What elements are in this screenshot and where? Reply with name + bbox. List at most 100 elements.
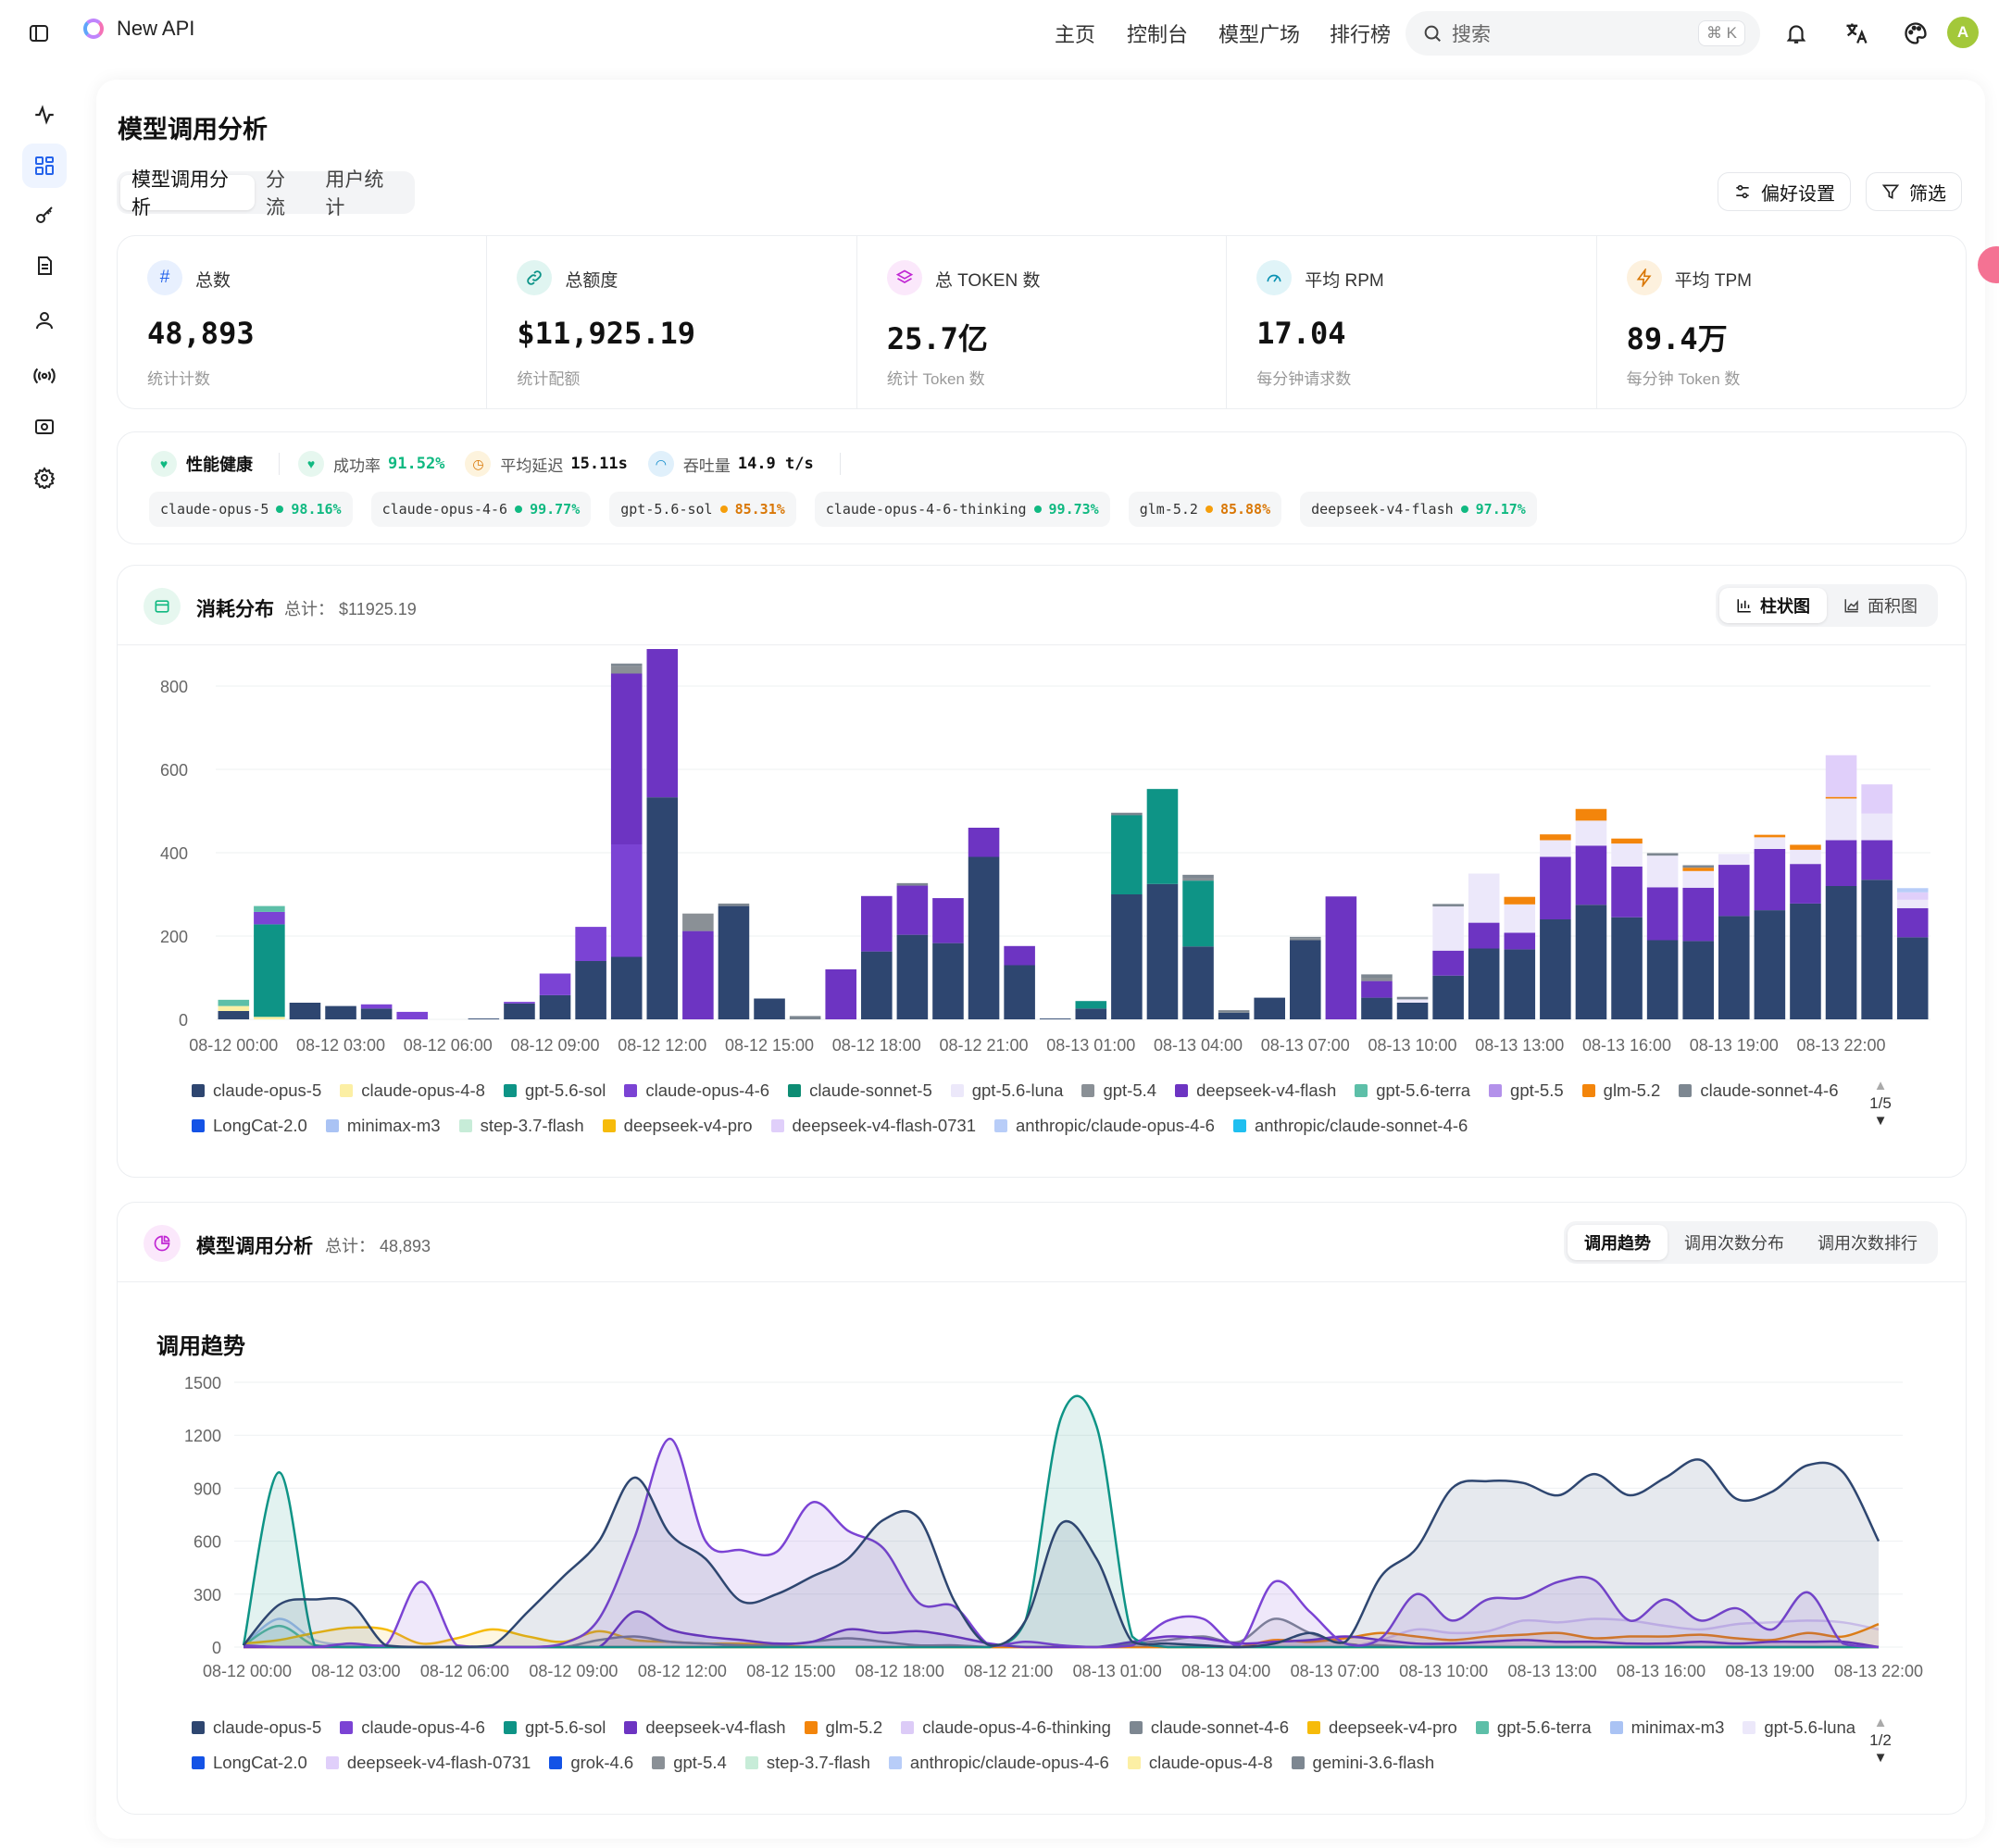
legend-label: LongCat-2.0 <box>213 1116 307 1135</box>
legend-item[interactable]: claude-opus-4-6-thinking <box>901 1717 1111 1739</box>
chevron-down-icon[interactable]: ▼ <box>1873 1750 1888 1766</box>
sidebar-toggle-icon[interactable] <box>25 19 53 47</box>
preferences-button[interactable]: 偏好设置 <box>1718 172 1851 211</box>
stat-sub: 统计配额 <box>517 370 581 388</box>
area-view-button[interactable]: 面积图 <box>1827 588 1934 623</box>
legend-item[interactable]: gpt-5.6-sol <box>503 1080 606 1102</box>
legend-item[interactable]: gpt-5.4 <box>1081 1080 1156 1102</box>
sidebar-item-users[interactable] <box>22 298 67 343</box>
legend-pager[interactable]: ▲ 1/2 ▼ <box>1862 1716 1899 1766</box>
legend-item[interactable]: gemini-3.6-flash <box>1291 1752 1434 1774</box>
model-health-chip[interactable]: claude-opus-5 98.16% <box>149 492 353 527</box>
legend-swatch <box>788 1084 802 1097</box>
chevron-down-icon[interactable]: ▼ <box>1873 1113 1888 1129</box>
legend-item[interactable]: claude-opus-4-6 <box>340 1717 485 1739</box>
nav-leaderboard[interactable]: 排行榜 <box>1330 23 1392 46</box>
legend-item[interactable]: deepseek-v4-pro <box>602 1115 753 1137</box>
bar-segment <box>1754 848 1786 911</box>
legend-item[interactable]: minimax-m3 <box>325 1115 441 1137</box>
sidebar-item-logs[interactable] <box>22 243 67 288</box>
stat-sub: 统计 Token 数 <box>886 370 985 388</box>
bar-segment <box>646 649 679 798</box>
tab-model-analysis[interactable]: 模型调用分析 <box>120 169 255 219</box>
tab-routing[interactable]: 分流 <box>266 169 285 219</box>
bell-icon[interactable] <box>1782 19 1810 47</box>
legend-item[interactable]: grok-4.6 <box>549 1752 633 1774</box>
legend-label: claude-opus-5 <box>213 1080 322 1100</box>
chevron-up-icon[interactable]: ▲ <box>1873 1715 1888 1730</box>
bar-segment <box>682 913 714 931</box>
sidebar-item-settings[interactable] <box>22 456 67 500</box>
floating-assistant-button[interactable] <box>1978 246 1999 283</box>
model-health-chip[interactable]: glm-5.2 85.88% <box>1128 492 1282 527</box>
legend-item[interactable]: step-3.7-flash <box>458 1115 584 1137</box>
nav-console[interactable]: 控制台 <box>1127 23 1189 46</box>
sidebar-item-channels[interactable] <box>22 354 67 398</box>
tab-user-stats[interactable]: 用户统计 <box>325 169 384 219</box>
legend-item[interactable]: gpt-5.4 <box>652 1752 727 1774</box>
status-dot <box>1460 506 1468 513</box>
legend-item[interactable]: claude-opus-4-8 <box>340 1080 485 1102</box>
sidebar-item-redemption[interactable] <box>22 405 67 449</box>
bar-segment <box>1861 840 1893 880</box>
area-chart-icon <box>1844 599 1858 613</box>
model-health-chip[interactable]: claude-opus-4-6 99.77% <box>370 492 592 527</box>
bar-view-button[interactable]: 柱状图 <box>1719 588 1827 623</box>
legend-item[interactable]: glm-5.2 <box>804 1717 882 1739</box>
legend-item[interactable]: claude-sonnet-4-6 <box>1129 1717 1289 1739</box>
model-health-chip[interactable]: claude-opus-4-6-thinking 99.73% <box>814 492 1110 527</box>
legend-item[interactable]: deepseek-v4-flash <box>1175 1080 1336 1102</box>
sidebar-item-keys[interactable] <box>22 194 67 238</box>
legend-item[interactable]: claude-opus-4-8 <box>1127 1752 1273 1774</box>
sidebar-item-activity[interactable] <box>22 93 67 137</box>
palette-icon[interactable] <box>1902 19 1930 47</box>
search-input[interactable]: 搜索 ⌘ K <box>1406 11 1760 56</box>
legend-item[interactable]: claude-opus-4-6 <box>624 1080 769 1102</box>
legend-item[interactable]: deepseek-v4-flash-0731 <box>770 1115 976 1137</box>
legend-item[interactable]: glm-5.2 <box>1581 1080 1660 1102</box>
legend-item[interactable]: deepseek-v4-flash-0731 <box>325 1752 531 1774</box>
legend-swatch <box>1127 1756 1141 1769</box>
legend-swatch <box>1175 1084 1189 1097</box>
chevron-up-icon[interactable]: ▲ <box>1873 1078 1888 1093</box>
legend-item[interactable]: step-3.7-flash <box>744 1752 870 1774</box>
legend-pager[interactable]: ▲ 1/5 ▼ <box>1862 1079 1899 1129</box>
legend-item[interactable]: gpt-5.6-luna <box>950 1080 1063 1102</box>
filter-button[interactable]: 筛选 <box>1866 172 1962 211</box>
legend-item[interactable]: deepseek-v4-pro <box>1306 1717 1457 1739</box>
model-health-chip[interactable]: gpt-5.6-sol 85.31% <box>609 492 796 527</box>
nav-model-square[interactable]: 模型广场 <box>1218 23 1301 46</box>
bar-segment <box>1325 896 1357 1019</box>
lightning-icon <box>1626 260 1662 295</box>
legend-item[interactable]: anthropic/claude-opus-4-6 <box>888 1752 1109 1774</box>
consumption-bar-chart: 0 200 400 600 800 08-12 00:00 08-12 03:00 08-12… <box>160 649 1930 1055</box>
sidebar-item-dashboard[interactable] <box>22 144 67 188</box>
model-health-chip[interactable]: deepseek-v4-flash 97.17% <box>1300 492 1537 527</box>
legend-item[interactable]: LongCat-2.0 <box>192 1115 307 1137</box>
legend-item[interactable]: gpt-5.6-terra <box>1355 1080 1470 1102</box>
legend-item[interactable]: gpt-5.6-sol <box>503 1717 606 1739</box>
legend-item[interactable]: anthropic/claude-opus-4-6 <box>994 1115 1215 1137</box>
legend-item[interactable]: claude-opus-5 <box>192 1080 321 1102</box>
avatar[interactable]: A <box>1947 17 1979 48</box>
legend-item[interactable]: gpt-5.6-luna <box>1743 1717 1855 1739</box>
legend-item[interactable]: LongCat-2.0 <box>192 1752 307 1774</box>
legend-item[interactable]: deepseek-v4-flash <box>624 1717 786 1739</box>
tab-call-ranking[interactable]: 调用次数排行 <box>1818 1234 1918 1253</box>
tab-call-trend[interactable]: 调用趋势 <box>1568 1225 1668 1260</box>
legend-item[interactable]: minimax-m3 <box>1609 1717 1724 1739</box>
translate-icon[interactable] <box>1843 19 1870 47</box>
legend-item[interactable]: claude-sonnet-4-6 <box>1679 1080 1838 1102</box>
legend-item[interactable]: claude-opus-5 <box>192 1717 321 1739</box>
legend-swatch <box>1291 1756 1305 1769</box>
nav-home[interactable]: 主页 <box>1055 23 1096 46</box>
tab-call-distribution[interactable]: 调用次数分布 <box>1684 1234 1784 1253</box>
legend-item[interactable]: gpt-5.6-terra <box>1475 1717 1592 1739</box>
model-name: deepseek-v4-flash <box>1311 501 1454 518</box>
legend-item[interactable]: gpt-5.5 <box>1489 1080 1564 1102</box>
legend-item[interactable]: claude-sonnet-5 <box>788 1080 932 1102</box>
legend-label: claude-sonnet-5 <box>809 1080 932 1100</box>
brand[interactable]: New API <box>83 17 194 41</box>
legend-swatch <box>901 1721 915 1734</box>
legend-item[interactable]: anthropic/claude-sonnet-4-6 <box>1232 1115 1468 1137</box>
